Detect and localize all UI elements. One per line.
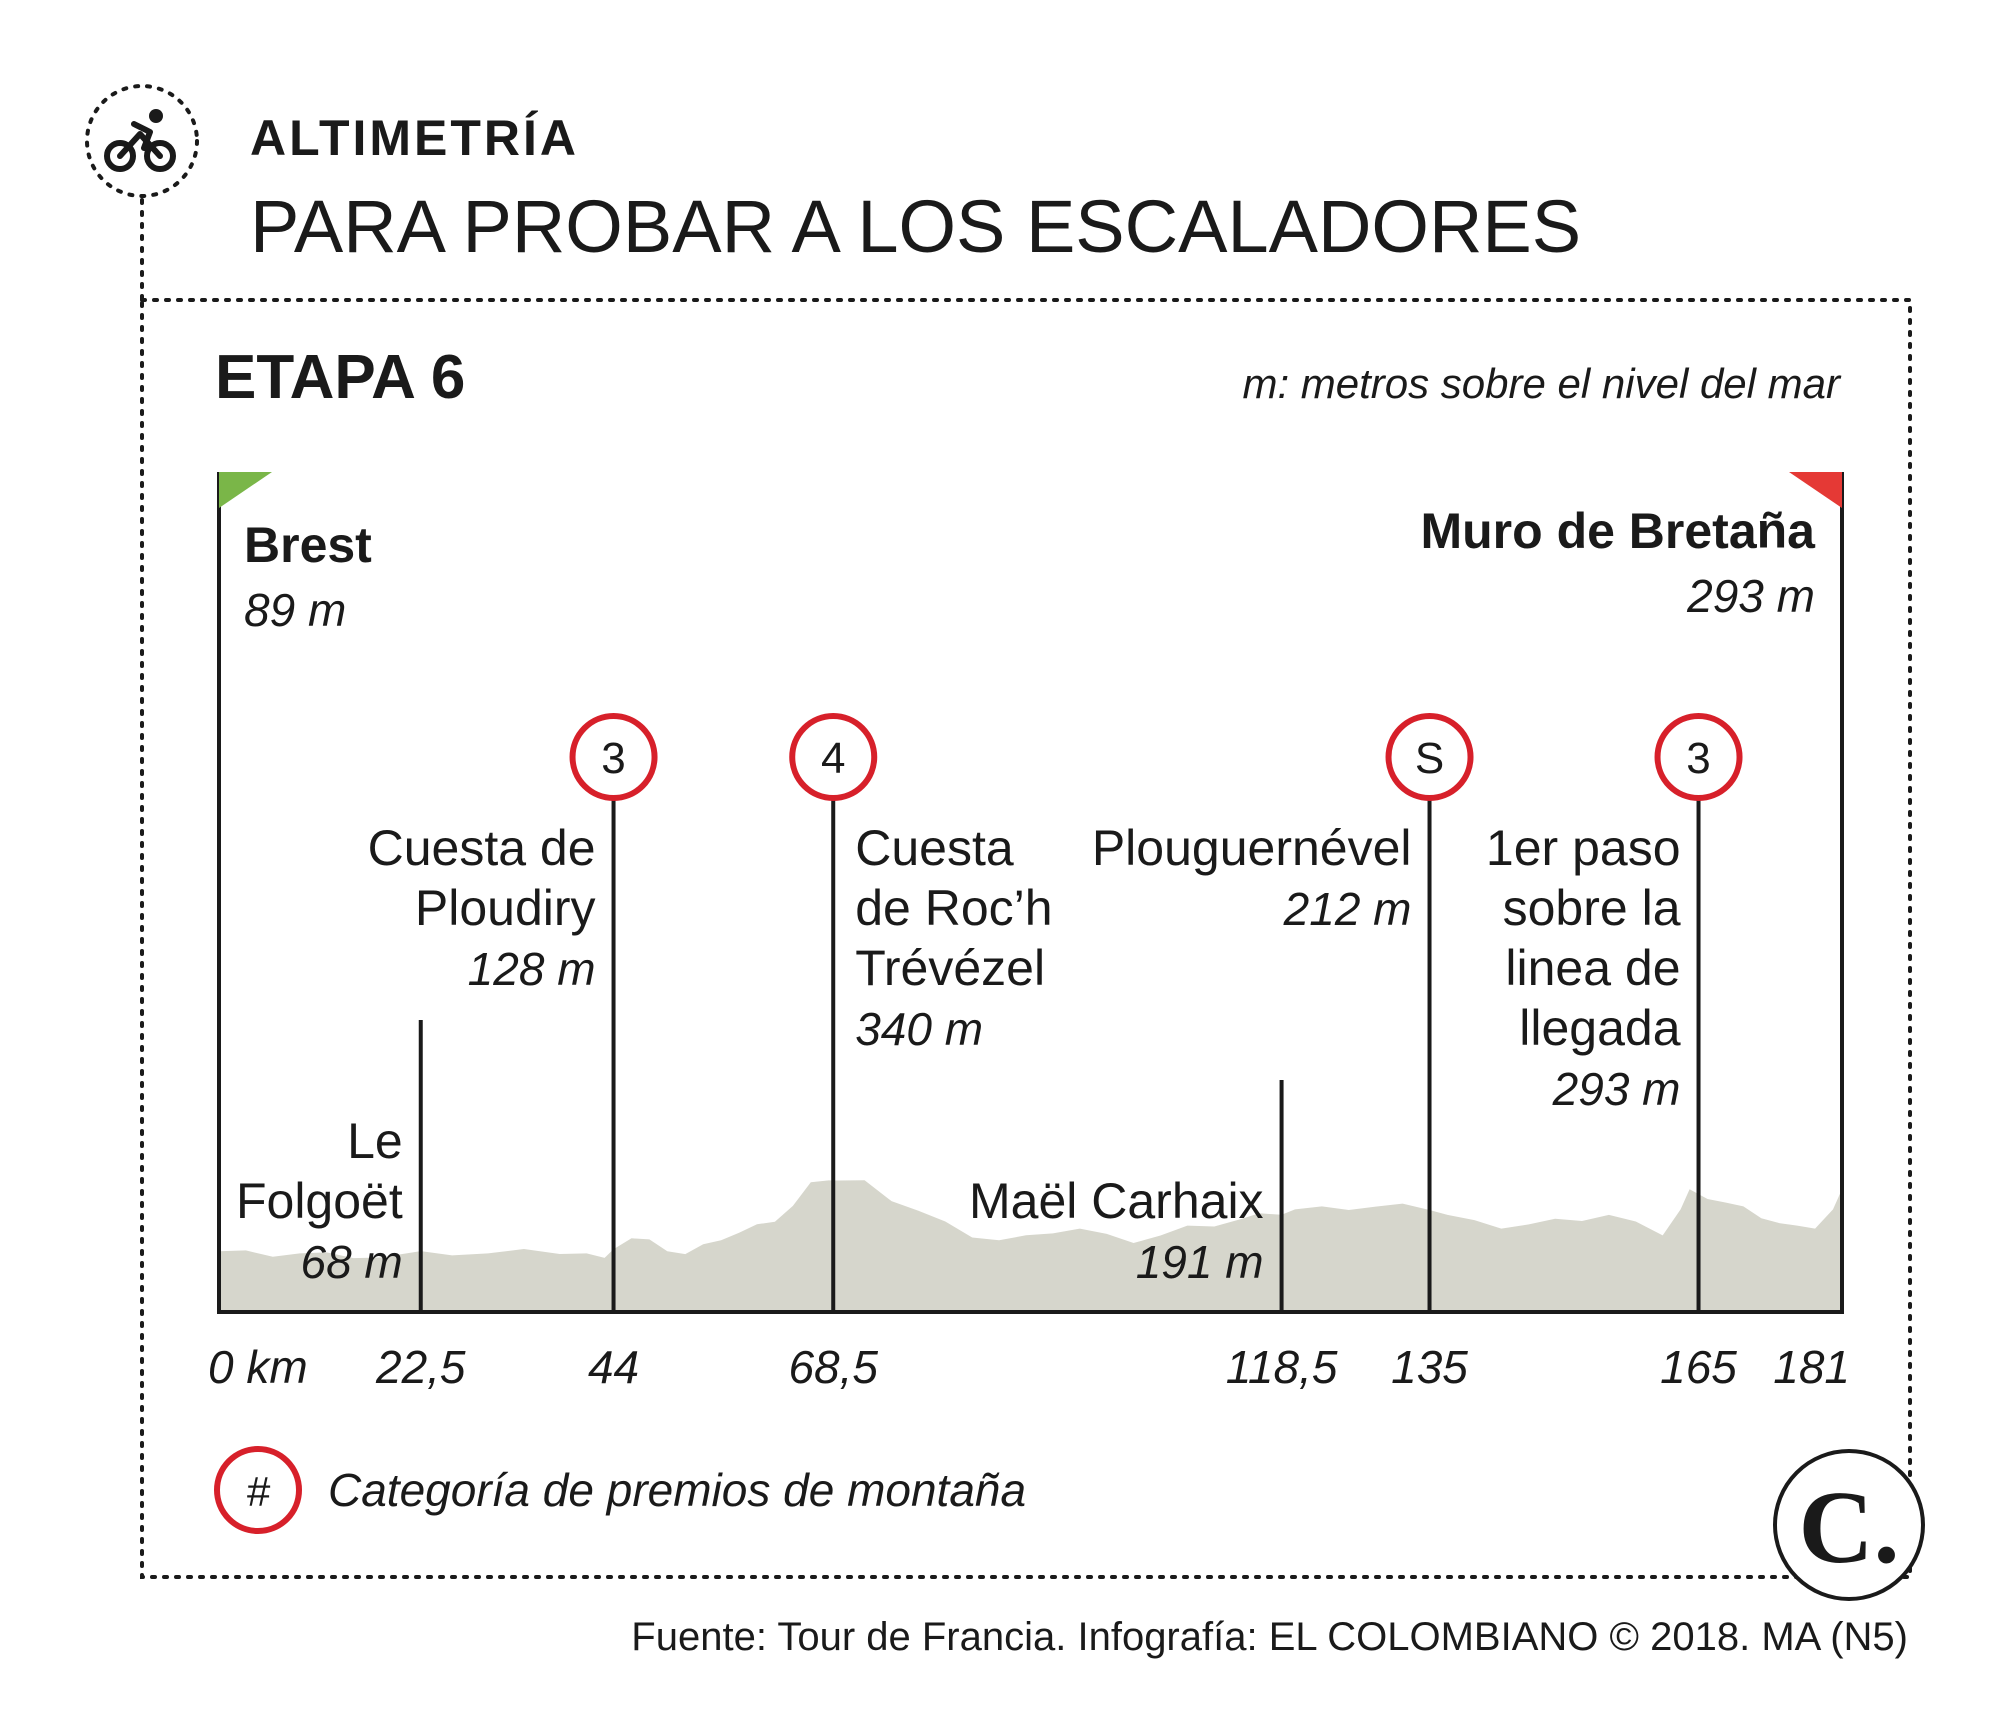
x-tick-label: 22,5 [375,1341,466,1393]
x-tick-label: 118,5 [1226,1341,1338,1393]
start-altitude: 89 m [244,584,346,636]
x-tick-label: 181 [1773,1341,1850,1393]
start-flag-icon [219,472,272,508]
elevation-profile-area [219,1180,1842,1312]
legend-symbol: # [246,1468,270,1515]
category-label: S [1415,734,1444,783]
marker-name: de Roc’h [855,880,1052,936]
x-tick-label: 68,5 [788,1341,878,1393]
chart-frame [140,298,1912,1579]
marker-name: Cuesta [855,820,1014,876]
marker-altitude: 340 m [855,1003,983,1055]
finish-name: Muro de Bretaña [1420,503,1816,559]
finish-flag-icon [1789,472,1842,508]
finish-altitude: 293 m [1686,570,1815,622]
x-tick-label: 135 [1391,1341,1468,1393]
category-badge-icon [1654,713,1743,801]
source-credit: Fuente: Tour de Francia. Infografía: EL … [631,1615,1908,1659]
marker-altitude: 212 m [1283,883,1412,935]
logo-mark: C. [1798,1470,1899,1585]
marker-name: sobre la [1503,880,1681,936]
marker-name: linea de [1505,940,1680,996]
category-badge-icon [789,713,878,801]
x-tick-label: 44 [588,1341,639,1393]
marker-name: Cuesta de [368,820,596,876]
category-label: 4 [821,734,845,783]
marker-name: llegada [1519,1000,1680,1056]
marker-name: 1er paso [1486,820,1681,876]
legend-category-icon [214,1446,302,1534]
marker-name: Le [347,1113,403,1169]
category-label: 3 [1686,734,1710,783]
category-badge-icon [569,713,658,801]
climb-marker: Maël Carhaix 191 m [969,1080,1284,1312]
legend-text: Categoría de premios de montaña [328,1464,1026,1516]
x-tick-label: 0 km [208,1341,308,1393]
x-tick-label: 165 [1660,1341,1737,1393]
start-name: Brest [244,517,372,573]
marker-altitude: 191 m [1136,1236,1264,1288]
el-colombiano-logo: C. [1773,1449,1925,1601]
stage-title: ETAPA 6 [215,343,465,412]
category-label: 3 [601,734,625,783]
marker-name: Plouguernével [1092,820,1412,876]
unit-note: m: metros sobre el nivel del mar [1242,360,1842,407]
marker-altitude: 128 m [468,943,596,995]
marker-name: Trévézel [855,940,1045,996]
category-badge-icon [1385,713,1474,801]
marker-altitude: 293 m [1552,1063,1681,1115]
marker-altitude: 68 m [300,1236,402,1288]
legend: # Categoría de premios de montaña [214,1446,1026,1534]
cyclist-badge [85,84,199,302]
cyclist-icon [104,109,176,172]
marker-name: Folgoët [236,1173,403,1229]
section-label: ALTIMETRÍA [250,110,579,166]
marker-name: Maël Carhaix [969,1173,1264,1229]
headline: PARA PROBAR A LOS ESCALADORES [250,185,1581,268]
marker-name: Ploudiry [415,880,596,936]
